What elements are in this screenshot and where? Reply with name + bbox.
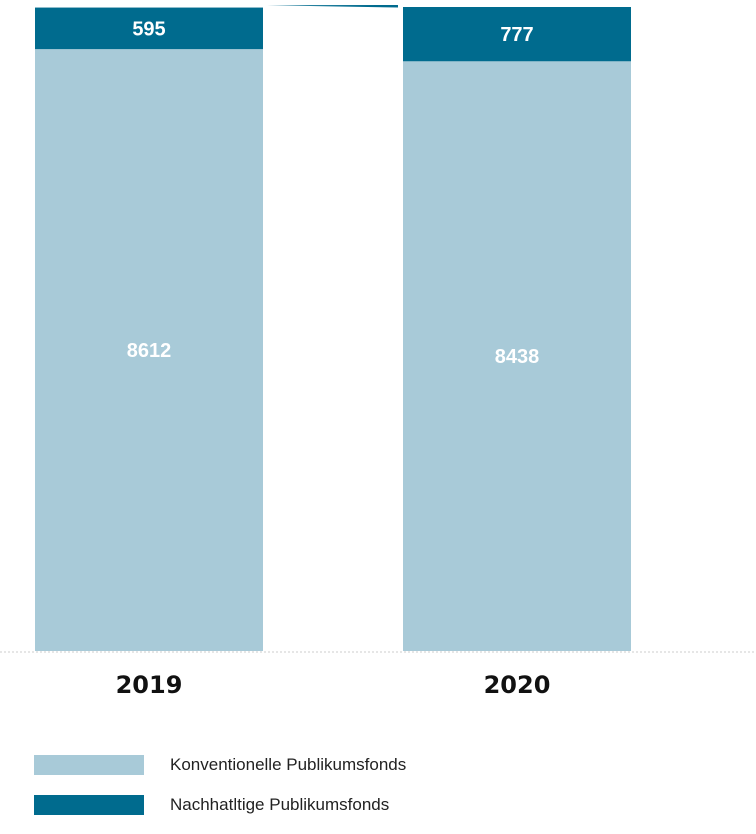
legend-label-conventional: Konventionelle Publikumsfonds <box>170 755 407 774</box>
bar-conventional-2020 <box>403 61 631 652</box>
change-arrow <box>267 5 398 8</box>
x-tick-label-2019: 2019 <box>116 671 183 699</box>
legend-item-sustainable: Nachhatltige Publikumsfonds <box>34 794 406 816</box>
bar-conventional-2019 <box>35 49 263 651</box>
legend-item-conventional: Konventionelle Publikumsfonds <box>34 754 406 776</box>
change-annotation-label: +31% <box>336 20 394 41</box>
data-label-conventional-2020: 8438 <box>495 346 540 368</box>
data-label-sustainable-2019: 595 <box>132 18 165 40</box>
x-axis: 2019 2020 <box>0 651 756 699</box>
bar-sustainable-2020 <box>403 7 631 62</box>
bar-sustainable-2019 <box>35 7 263 50</box>
annotation-layer: +31% <box>267 5 398 41</box>
legend: Konventionelle Publikumsfonds Nachhatlti… <box>34 754 406 834</box>
legend-swatch-conventional <box>34 755 144 775</box>
data-label-conventional-2019: 8612 <box>127 340 172 362</box>
legend-swatch-sustainable <box>34 795 144 815</box>
stacked-bar-chart: 8612 595 8438 777 +31% 2019 2020 <box>0 5 756 699</box>
x-tick-label-2020: 2020 <box>484 671 551 699</box>
bars-layer: 8612 595 8438 777 <box>35 7 631 652</box>
data-label-sustainable-2020: 777 <box>500 24 533 46</box>
legend-label-sustainable: Nachhatltige Publikumsfonds <box>170 795 390 814</box>
